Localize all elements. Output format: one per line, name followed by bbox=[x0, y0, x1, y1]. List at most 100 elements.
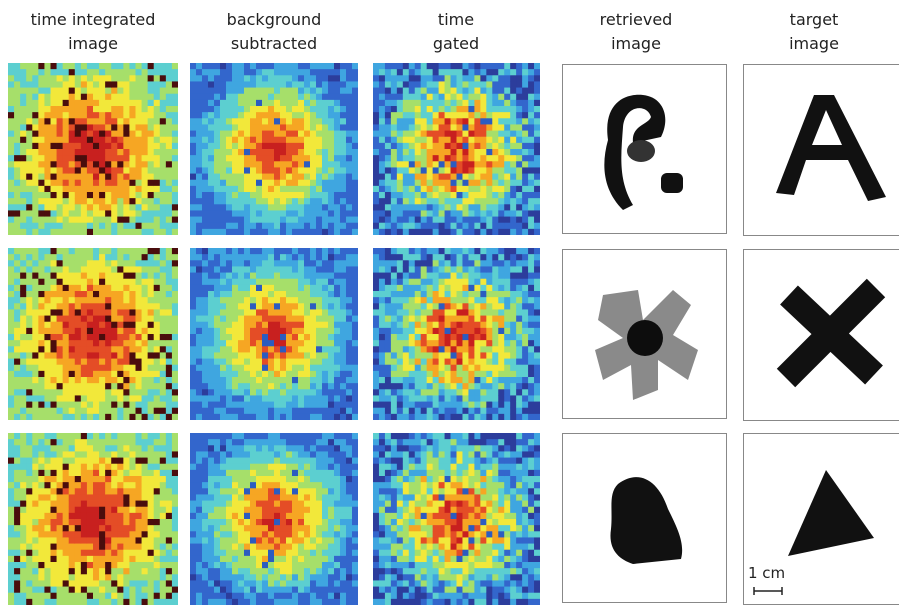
heatmap-cell bbox=[304, 291, 311, 298]
heatmap-cell bbox=[346, 370, 353, 378]
heatmap-cell bbox=[123, 500, 130, 508]
heatmap-cell bbox=[20, 167, 27, 174]
heatmap-cell bbox=[165, 395, 173, 402]
heatmap-cell bbox=[14, 334, 21, 341]
heatmap-cell bbox=[38, 248, 45, 255]
heatmap-cell bbox=[286, 574, 293, 581]
heatmap-cell bbox=[316, 222, 323, 230]
heatmap-cell bbox=[20, 272, 27, 280]
heatmap-cell bbox=[262, 118, 269, 125]
heatmap-cell bbox=[340, 433, 347, 440]
heatmap-cell bbox=[147, 179, 155, 187]
heatmap-cell bbox=[328, 192, 335, 199]
heatmap-cell bbox=[238, 352, 245, 359]
heatmap-cell bbox=[74, 543, 82, 551]
heatmap-cell bbox=[159, 266, 167, 273]
heatmap-cell bbox=[346, 93, 353, 101]
heatmap-cell bbox=[14, 383, 21, 390]
heatmap-cell bbox=[340, 494, 347, 501]
heatmap-cell bbox=[408, 222, 416, 230]
heatmap-cell bbox=[214, 413, 221, 420]
heatmap-cell bbox=[135, 112, 142, 119]
heatmap-cell bbox=[74, 439, 82, 446]
heatmap-cell bbox=[202, 142, 209, 150]
heatmap-cell bbox=[304, 580, 311, 587]
heatmap-cell bbox=[165, 358, 173, 366]
heatmap-cell bbox=[86, 383, 94, 390]
heatmap-cell bbox=[202, 161, 209, 168]
heatmap-cell bbox=[373, 210, 380, 217]
heatmap-cell bbox=[44, 370, 51, 378]
heatmap-cell bbox=[99, 87, 106, 95]
heatmap-cell bbox=[340, 284, 347, 292]
heatmap-cell bbox=[310, 75, 317, 82]
heatmap-cell bbox=[32, 260, 39, 267]
heatmap-cell bbox=[226, 161, 233, 168]
heatmap-cell bbox=[153, 228, 161, 235]
heatmap-cell bbox=[50, 433, 57, 440]
heatmap-cell bbox=[304, 118, 311, 125]
heatmap-cell bbox=[20, 439, 27, 446]
heatmap-cell bbox=[414, 173, 422, 181]
heatmap-cell bbox=[147, 457, 155, 465]
heatmap-cell bbox=[117, 161, 124, 168]
heatmap-cell bbox=[26, 303, 33, 310]
heatmap-cell bbox=[32, 149, 39, 156]
heatmap-cell bbox=[56, 346, 64, 353]
heatmap-cell bbox=[123, 112, 130, 119]
heatmap-cell bbox=[171, 383, 178, 390]
heatmap-cell bbox=[80, 494, 88, 501]
heatmap-cell bbox=[93, 297, 100, 304]
heatmap-cell bbox=[238, 210, 245, 217]
heatmap-cell bbox=[93, 457, 100, 465]
heatmap-cell bbox=[346, 488, 353, 495]
heatmap-cell bbox=[280, 216, 287, 224]
heatmap-cell bbox=[141, 370, 149, 378]
heatmap-cell bbox=[141, 272, 149, 280]
heatmap-cell bbox=[8, 254, 15, 261]
heatmap-cell bbox=[196, 383, 203, 390]
heatmap-cell bbox=[250, 297, 257, 304]
heatmap-cell bbox=[141, 519, 149, 526]
heatmap-cell bbox=[256, 254, 263, 261]
heatmap-cell bbox=[292, 433, 299, 440]
heatmap-cell bbox=[141, 598, 149, 605]
heatmap-cell bbox=[292, 63, 299, 70]
heatmap-cell bbox=[262, 266, 269, 273]
heatmap-cell bbox=[190, 413, 197, 420]
heatmap-cell bbox=[268, 315, 275, 323]
heatmap-cell bbox=[256, 451, 263, 458]
heatmap-cell bbox=[292, 500, 299, 508]
heatmap-cell bbox=[280, 204, 287, 211]
heatmap-cell bbox=[316, 451, 323, 458]
heatmap-cell bbox=[340, 185, 347, 193]
heatmap-cell bbox=[304, 185, 311, 193]
heatmap-cell bbox=[232, 506, 239, 514]
heatmap-cell bbox=[208, 297, 215, 304]
heatmap-cell bbox=[135, 401, 142, 409]
heatmap-cell bbox=[262, 124, 269, 131]
heatmap-cell bbox=[141, 358, 149, 366]
heatmap-cell bbox=[334, 112, 341, 119]
heatmap-cell bbox=[8, 161, 15, 168]
heatmap-cell bbox=[256, 303, 263, 310]
heatmap-cell bbox=[402, 63, 410, 70]
heatmap-cell bbox=[226, 476, 233, 483]
heatmap-cell bbox=[165, 266, 173, 273]
heatmap-cell bbox=[220, 340, 227, 347]
heatmap-cell bbox=[8, 512, 15, 520]
heatmap-cell bbox=[304, 216, 311, 224]
heatmap-cell bbox=[99, 445, 106, 452]
heatmap-cell bbox=[402, 136, 410, 144]
heatmap-cell bbox=[310, 142, 317, 150]
heatmap-cell bbox=[171, 457, 178, 465]
heatmap-cell bbox=[56, 124, 64, 131]
heatmap-cell bbox=[298, 112, 305, 119]
heatmap-cell bbox=[32, 451, 39, 458]
heatmap-cell bbox=[32, 69, 39, 76]
heatmap-cell bbox=[274, 303, 281, 310]
heatmap-cell bbox=[328, 370, 335, 378]
heatmap-cell bbox=[159, 87, 167, 95]
heatmap-cell bbox=[147, 537, 155, 544]
heatmap-cell bbox=[384, 198, 392, 205]
